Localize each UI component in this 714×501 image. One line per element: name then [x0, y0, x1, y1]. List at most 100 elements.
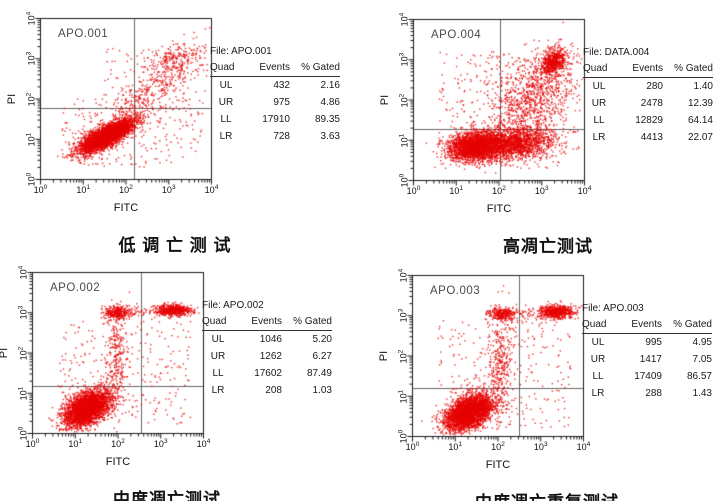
pct-gated-cell: 89.35	[314, 114, 340, 125]
quad-cell: LL	[212, 368, 224, 379]
events-cell: 1046	[259, 334, 282, 345]
plot-label: APO.004	[431, 29, 482, 41]
panel-title: 中度凋亡重复测试	[374, 488, 714, 501]
quad-cell: UL	[211, 334, 225, 345]
x-tick-label: 101	[448, 441, 463, 452]
col-quad: Quad	[583, 63, 608, 74]
file-label: File: DATA.004	[583, 47, 650, 58]
scatter-plot: APO.002 PI FITC 100 100 101 101 102 102 103 103…	[0, 266, 210, 470]
quad-row-lr: LR 208 1.03	[202, 382, 332, 399]
x-tick-label: 102	[492, 185, 506, 196]
y-tick-label: 102	[17, 346, 29, 360]
quadrant-stats-table: File: DATA.004 Quad Events % Gated UL 280…	[583, 47, 713, 146]
quad-row-ll: LL 12829 64.14	[583, 112, 713, 129]
panel-title: 高凋亡测试	[503, 237, 593, 256]
col-quad: Quad	[210, 62, 235, 73]
y-axis-title: PI	[6, 93, 18, 105]
y-tick-label: 100	[25, 172, 37, 187]
scatter-plot: APO.001 PI FITC 100 100 101 101 102 102 103 103…	[6, 12, 218, 216]
y-axis-title: PI	[378, 350, 390, 362]
quad-row-lr: LR 288 1.43	[582, 385, 712, 402]
col-quad: Quad	[582, 319, 607, 330]
quad-cell: UL	[592, 81, 606, 92]
col-events: Events	[632, 63, 663, 74]
x-tick-label: 104	[577, 185, 592, 196]
x-tick-label: 103	[161, 184, 176, 195]
pct-gated-cell: 86.57	[686, 371, 712, 382]
col-quad: Quad	[202, 316, 227, 327]
col-gated: % Gated	[293, 316, 332, 327]
quad-row-ur: UR 1417 7.05	[582, 351, 712, 368]
events-cell: 432	[273, 80, 290, 91]
stats-table-body: UL 995 4.95 UR 1417 7.05 LL 17409 86.57 LR 288 1.43	[582, 334, 712, 402]
pct-gated-cell: 87.49	[306, 368, 332, 379]
y-axis-title: PI	[0, 347, 10, 359]
quad-row-ur: UR 975 4.86	[210, 94, 340, 111]
events-cell: 208	[265, 385, 282, 396]
scatter-canvas	[26, 270, 210, 444]
plot-label: APO.003	[430, 285, 481, 297]
events-cell: 4413	[640, 132, 663, 143]
x-tick-label: 104	[196, 438, 211, 449]
quad-row-ur: UR 2478 12.39	[583, 95, 713, 112]
col-events: Events	[259, 62, 290, 73]
x-tick-label: 104	[204, 184, 219, 195]
y-tick-label: 101	[397, 389, 409, 404]
pct-gated-cell: 12.39	[687, 98, 713, 109]
plot-label: APO.002	[50, 282, 101, 294]
quad-row-ul: UL 432 2.16	[210, 77, 340, 94]
stats-table-header: Quad Events % Gated	[210, 62, 340, 77]
stats-table-body: UL 280 1.40 UR 2478 12.39 LL 12829 64.14 LR 4413 22…	[583, 78, 713, 146]
panel-title: 中度凋亡测试	[113, 490, 221, 501]
x-tick-label: 103	[534, 185, 549, 196]
events-cell: 975	[273, 97, 290, 108]
x-tick-label: 102	[119, 184, 133, 195]
scatter-canvas	[407, 17, 591, 191]
quad-row-ul: UL 280 1.40	[583, 78, 713, 95]
quad-cell: LR	[219, 131, 233, 142]
stats-table-header: Quad Events % Gated	[202, 316, 332, 331]
pct-gated-cell: 7.05	[692, 354, 712, 365]
stats-table-body: UL 1046 5.20 UR 1262 6.27 LL 17602 87.49 LR 208 1.0…	[202, 331, 332, 399]
y-tick-label: 104	[398, 12, 410, 27]
panel-title: 低 调 亡 测 试	[118, 236, 232, 255]
events-cell: 280	[646, 81, 663, 92]
events-cell: 12829	[635, 115, 663, 126]
events-cell: 17910	[262, 114, 290, 125]
y-tick-label: 104	[397, 268, 409, 283]
pct-gated-cell: 4.95	[692, 337, 712, 348]
quad-row-ul: UL 995 4.95	[582, 334, 712, 351]
quadrant-stats-table: File: APO.001 Quad Events % Gated UL 432 2…	[210, 46, 340, 145]
col-events: Events	[631, 319, 662, 330]
quadrant-stats-table: File: APO.003 Quad Events % Gated UL 995 4…	[582, 303, 712, 402]
events-cell: 288	[645, 388, 662, 399]
quad-row-ll: LL 17910 89.35	[210, 111, 340, 128]
quad-row-lr: LR 4413 22.07	[583, 129, 713, 146]
y-tick-label: 101	[398, 133, 410, 148]
events-cell: 17602	[254, 368, 282, 379]
stats-table-header: Quad Events % Gated	[583, 63, 713, 78]
quadrant-stats-table: File: APO.002 Quad Events % Gated UL 1046…	[202, 300, 332, 399]
y-tick-label: 100	[397, 429, 409, 444]
x-tick-label: 101	[449, 185, 464, 196]
quad-row-ll: LL 17409 86.57	[582, 368, 712, 385]
quad-cell: UR	[210, 351, 226, 362]
x-tick-label: 103	[533, 441, 548, 452]
col-gated: % Gated	[674, 63, 713, 74]
y-tick-label: 100	[398, 173, 410, 188]
events-cell: 1262	[259, 351, 282, 362]
stats-table-header: Quad Events % Gated	[582, 319, 712, 334]
pct-gated-cell: 22.07	[687, 132, 713, 143]
events-cell: 995	[645, 337, 662, 348]
quad-cell: LL	[593, 115, 605, 126]
quad-cell: UR	[591, 98, 607, 109]
x-tick-label: 102	[491, 441, 505, 452]
x-tick-label: 101	[68, 438, 83, 449]
col-gated: % Gated	[673, 319, 712, 330]
quad-cell: LR	[592, 132, 606, 143]
x-axis-title: FITC	[485, 459, 511, 471]
quad-cell: UR	[218, 97, 234, 108]
y-tick-label: 101	[25, 132, 37, 147]
scatter-canvas	[406, 273, 590, 447]
